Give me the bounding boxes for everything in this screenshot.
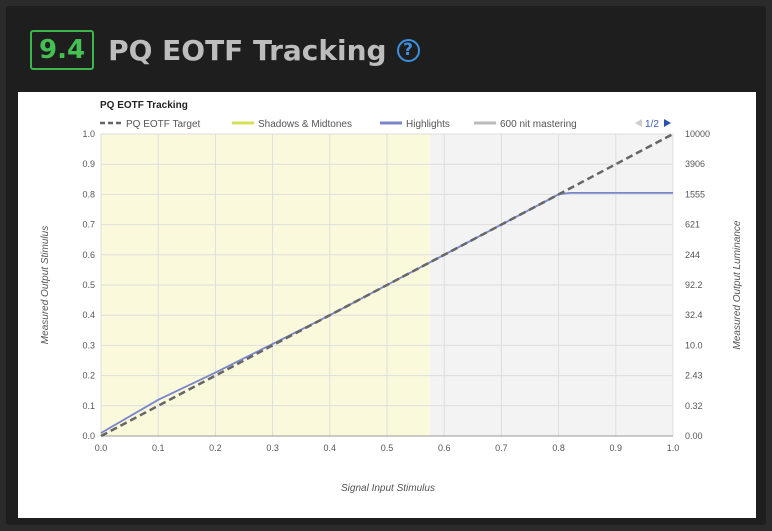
series-line-target xyxy=(100,132,674,438)
x-tick-label: 0.8 xyxy=(552,443,565,453)
y-tick-label: 0.3 xyxy=(82,340,95,350)
legend-item-shadows[interactable]: Shadows & Midtones xyxy=(258,119,352,130)
pq-eotf-chart: 0.0 0.1 0.2 0.3 0.4 0.5 0.6 0.7 0.8 0.9 1.0 0.0 0.00… xyxy=(40,100,743,494)
legend-item-highlights[interactable]: Highlights xyxy=(406,119,450,130)
grid xyxy=(100,133,674,437)
axes: 0.0 0.1 0.2 0.3 0.4 0.5 0.6 0.7 0.8 0.9 1.0 0.0 0.00… xyxy=(82,129,710,453)
x-tick-label: 1.0 xyxy=(667,443,680,453)
legend-page-indicator: 1/2 xyxy=(645,119,659,130)
help-icon[interactable]: ? xyxy=(396,38,420,62)
series-group xyxy=(100,132,674,438)
x-tick-label: 0.5 xyxy=(381,443,394,453)
legend: PQ EOTF Target Shadows & Midtones Highli… xyxy=(100,119,671,130)
y-tick-label: 0.0 xyxy=(82,431,95,441)
y2-tick-label: 0.00 xyxy=(685,431,703,441)
x-tick-label: 0.9 xyxy=(610,443,623,453)
y-tick-label: 1.0 xyxy=(82,129,95,139)
legend-prev-arrow-icon[interactable] xyxy=(635,119,642,127)
legend-item-mastering[interactable]: 600 nit mastering xyxy=(500,119,577,130)
y-tick-label: 0.4 xyxy=(82,310,95,320)
y2-tick-label: 244 xyxy=(685,250,700,260)
y2-tick-label: 1555 xyxy=(685,189,705,199)
x-tick-label: 0.3 xyxy=(266,443,279,453)
y2-tick-label: 92.2 xyxy=(685,280,703,290)
y-axis-label: Measured Output Stimulus xyxy=(40,226,51,344)
x-tick-label: 0.0 xyxy=(95,443,108,453)
y2-axis-label: Measured Output Luminance xyxy=(732,220,743,349)
legend-item-target[interactable]: PQ EOTF Target xyxy=(126,119,201,130)
section-title: PQ EOTF Tracking xyxy=(108,33,387,67)
y-tick-label: 0.2 xyxy=(82,371,95,381)
y-tick-label: 0.8 xyxy=(82,189,95,199)
chart-title: PQ EOTF Tracking xyxy=(100,100,188,111)
x-tick-label: 0.4 xyxy=(324,443,337,453)
y2-tick-label: 10000 xyxy=(685,129,710,139)
y2-tick-label: 32.4 xyxy=(685,310,703,320)
x-tick-label: 0.1 xyxy=(152,443,165,453)
y-tick-label: 0.6 xyxy=(82,250,95,260)
section-header: 9.4 PQ EOTF Tracking ? xyxy=(30,28,420,72)
x-tick-label: 0.7 xyxy=(495,443,508,453)
y2-tick-label: 2.43 xyxy=(685,371,703,381)
y-tick-label: 0.5 xyxy=(82,280,95,290)
y-tick-label: 0.7 xyxy=(82,220,95,230)
y2-tick-label: 621 xyxy=(685,220,700,230)
x-axis-label: Signal Input Stimulus xyxy=(341,483,435,494)
y-tick-label: 0.1 xyxy=(82,401,95,411)
y2-tick-label: 10.0 xyxy=(685,340,703,350)
chart-container: 0.0 0.1 0.2 0.3 0.4 0.5 0.6 0.7 0.8 0.9 1.0 0.0 0.00… xyxy=(18,92,756,518)
y-tick-label: 0.9 xyxy=(82,159,95,169)
legend-next-arrow-icon[interactable] xyxy=(664,119,671,127)
x-tick-label: 0.6 xyxy=(438,443,451,453)
x-tick-label: 0.2 xyxy=(209,443,222,453)
y2-tick-label: 3906 xyxy=(685,159,705,169)
y2-tick-label: 0.32 xyxy=(685,401,703,411)
section-number-badge: 9.4 xyxy=(30,30,95,70)
